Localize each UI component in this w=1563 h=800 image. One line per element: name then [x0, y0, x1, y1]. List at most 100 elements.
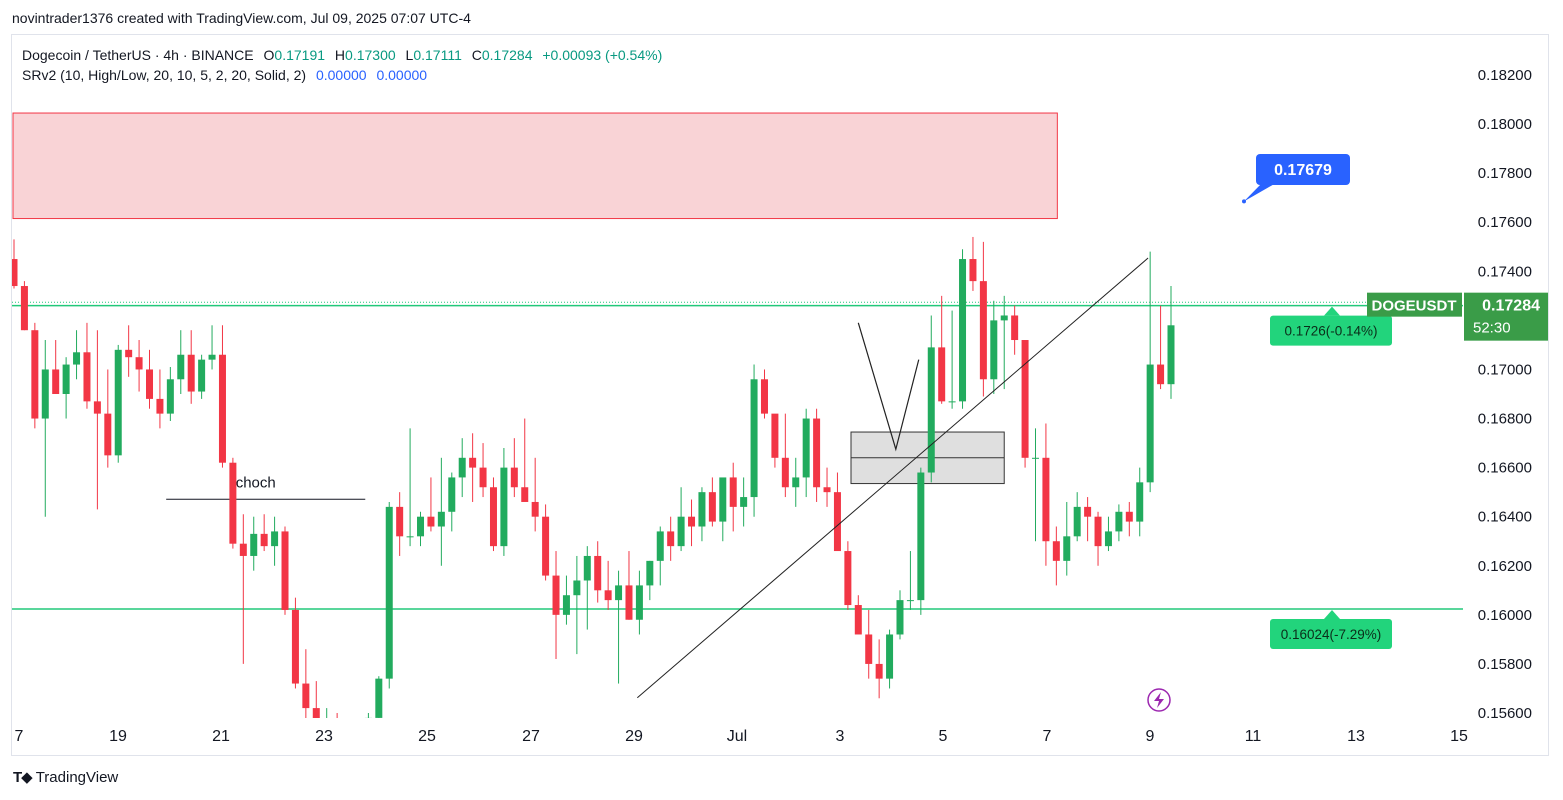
candle-body	[854, 605, 862, 635]
open-value: 0.17191	[274, 47, 326, 63]
candle-body	[344, 750, 351, 762]
candle-body	[500, 467, 508, 547]
y-tick-label: 0.16800	[1478, 411, 1532, 428]
candle-body	[573, 580, 581, 596]
x-tick-label: 21	[212, 728, 230, 745]
candle-body	[239, 543, 247, 556]
indicator-label[interactable]: SRv2 (10, High/Low, 20, 10, 5, 2, 20, So…	[22, 67, 307, 83]
candle-body	[990, 320, 998, 380]
x-tick-label: 25	[418, 728, 436, 745]
candle-body	[750, 379, 758, 498]
symbol-line[interactable]: Dogecoin / TetherUS · 4h · BINANCE	[22, 47, 254, 63]
candle-body	[62, 364, 70, 394]
chart-attribution: novintrader1376 created with TradingView…	[12, 10, 471, 26]
candle-body	[1011, 315, 1019, 341]
candle-body	[615, 585, 623, 601]
callout-pointer	[1244, 183, 1276, 202]
candle-body	[312, 708, 320, 718]
candle-body	[1136, 482, 1144, 522]
candle-body	[396, 506, 404, 537]
callout-value: 0.17679	[1274, 162, 1332, 179]
x-tick-label: 7	[15, 728, 24, 745]
candle-body	[594, 555, 602, 591]
close-value: 0.17284	[481, 47, 533, 63]
candle-body	[198, 359, 206, 392]
candle-body	[448, 477, 456, 512]
upper-level-tag-box	[1270, 315, 1392, 346]
candle-body	[719, 477, 727, 522]
candle-body	[1167, 325, 1175, 385]
tradingview-brand: TradingView	[35, 768, 119, 786]
candle-body	[552, 575, 560, 615]
resistance-zone	[12, 112, 1058, 220]
high-label: H	[334, 47, 346, 63]
candle-body	[437, 511, 445, 527]
x-tick-label: 5	[939, 728, 948, 745]
candle-body	[698, 492, 706, 527]
candle-body	[1084, 506, 1092, 517]
y-tick-label: 0.17000	[1478, 361, 1532, 378]
candle-body	[208, 354, 216, 360]
candle-body	[364, 717, 372, 718]
candle-body	[771, 413, 779, 458]
candle-body	[417, 516, 425, 537]
y-tick-label: 0.16400	[1478, 509, 1532, 526]
candle-body	[844, 551, 852, 606]
ticker-tag	[1367, 292, 1462, 317]
candle-body	[635, 585, 643, 620]
candle-body	[948, 401, 956, 403]
candle-body	[260, 533, 268, 547]
candle-body	[1157, 364, 1165, 385]
candle-body	[52, 369, 60, 394]
candle-body	[927, 347, 935, 473]
candle-body	[104, 413, 112, 456]
candle-body	[1146, 364, 1154, 483]
change-value: +0.00093 (+0.54%)	[542, 47, 663, 63]
zigzag-path	[857, 322, 920, 452]
candle-body	[156, 398, 164, 414]
candle-body	[865, 634, 873, 664]
candle-body	[542, 516, 550, 576]
candle-body	[1104, 531, 1112, 547]
y-tick-label: 0.15600	[1478, 705, 1532, 722]
x-tick-label: 27	[522, 728, 540, 745]
candle-body	[729, 477, 737, 507]
candle-body	[760, 379, 768, 414]
candle-body	[1115, 511, 1123, 532]
candle-body	[708, 492, 716, 522]
candle-body	[1094, 516, 1102, 547]
x-tick-label: 23	[315, 728, 333, 745]
candle-body	[281, 531, 289, 610]
candle-body	[896, 600, 904, 635]
y-tick-label: 0.15800	[1478, 656, 1532, 673]
candle-body	[969, 259, 977, 282]
candle-body	[479, 467, 487, 488]
chart-frame	[11, 34, 1549, 756]
upper-level-tag-pointer	[1324, 306, 1340, 316]
candle-body	[20, 286, 28, 331]
candle-body	[813, 418, 821, 488]
ticker-tag-text: DOGEUSDT	[1371, 298, 1456, 315]
candle-body	[1042, 457, 1050, 542]
candle-body	[562, 595, 570, 615]
candle-body	[781, 457, 789, 488]
lower-level-tag-text: 0.16024(-7.29%)	[1281, 627, 1382, 642]
y-tick-label: 0.18200	[1478, 67, 1532, 84]
candle-body	[959, 259, 967, 402]
open-label: O	[263, 47, 275, 63]
candle-body	[218, 354, 226, 463]
candle-body	[802, 418, 810, 478]
candle-body	[93, 401, 101, 414]
candle-body	[135, 357, 143, 370]
candle-body	[521, 487, 529, 502]
plot-area: choch 0.17679 0.1726(-0.14%) 0.16024(-7.29%…	[12, 112, 1463, 762]
chart-legend: Dogecoin / TetherUS · 4h · BINANCE O0.17…	[22, 45, 662, 85]
y-tick-label: 0.16000	[1478, 607, 1532, 624]
candle-body	[291, 609, 299, 684]
candle-body	[875, 663, 883, 679]
x-tick-label: 29	[625, 728, 643, 745]
y-tick-label: 0.16600	[1478, 460, 1532, 477]
candle-body	[458, 457, 466, 478]
tradingview-logo[interactable]: T◆ TradingView	[13, 768, 119, 787]
